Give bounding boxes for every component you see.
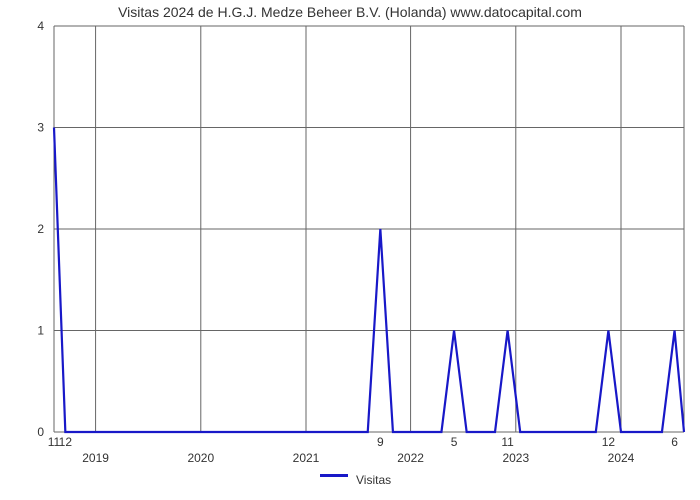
legend-label: Visitas [356, 473, 391, 487]
y-tick-label: 4 [37, 19, 44, 33]
x-year-label: 2022 [397, 451, 424, 465]
x-year-label: 2019 [82, 451, 109, 465]
x-sub-label: 12 [602, 435, 616, 449]
legend-swatch [320, 474, 348, 477]
x-year-label: 2020 [187, 451, 214, 465]
x-year-label: 2023 [502, 451, 529, 465]
visits-line [54, 128, 684, 433]
x-sub-label: 12 [59, 435, 73, 449]
chart-canvas: 0123420192020202120222023202411129511126… [0, 0, 700, 500]
y-tick-label: 2 [37, 222, 44, 236]
x-year-label: 2021 [293, 451, 320, 465]
y-tick-label: 0 [37, 425, 44, 439]
x-sub-label: 5 [451, 435, 458, 449]
y-tick-label: 3 [37, 121, 44, 135]
y-tick-label: 1 [37, 324, 44, 338]
x-sub-label: 9 [377, 435, 384, 449]
x-sub-label: 6 [671, 435, 678, 449]
x-year-label: 2024 [608, 451, 635, 465]
x-sub-label: 11 [501, 435, 514, 449]
